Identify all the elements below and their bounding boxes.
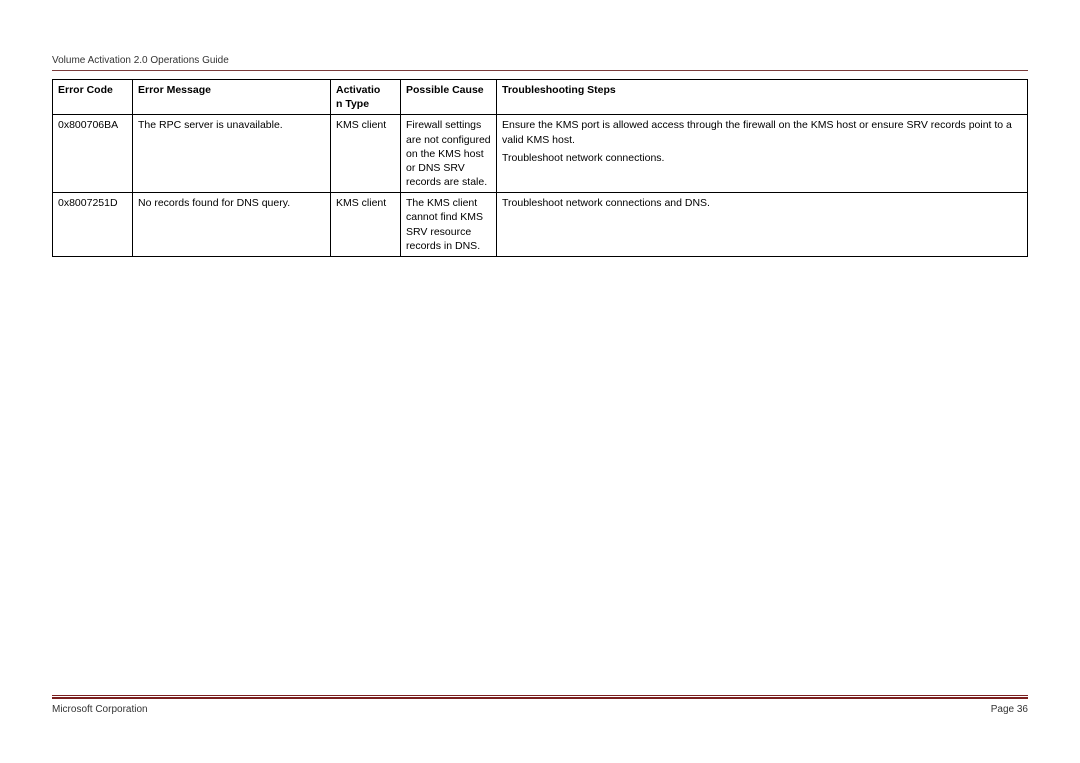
footer-page-number: Page 36 [991, 704, 1028, 715]
header-rule [52, 70, 1028, 71]
page-footer: Microsoft Corporation Page 36 [52, 695, 1028, 715]
cell-activation-type: KMS client [331, 115, 401, 193]
column-header-troubleshooting-steps: Troubleshooting Steps [497, 80, 1028, 115]
steps-paragraph: Troubleshoot network connections. [502, 151, 1022, 165]
column-header-error-message: Error Message [133, 80, 331, 115]
cell-troubleshooting-steps: Ensure the KMS port is allowed access th… [497, 115, 1028, 193]
table-row: 0x8007251D No records found for DNS quer… [53, 193, 1028, 257]
error-code-table: Error Code Error Message Activation Type… [52, 79, 1028, 257]
cell-error-message: The RPC server is unavailable. [133, 115, 331, 193]
cell-error-message: No records found for DNS query. [133, 193, 331, 257]
cell-possible-cause: The KMS client cannot find KMS SRV resou… [401, 193, 497, 257]
cell-possible-cause: Firewall settings are not configured on … [401, 115, 497, 193]
header-title: Volume Activation 2.0 Operations Guide [52, 55, 1028, 66]
footer-rule [52, 695, 1028, 699]
cell-error-code: 0x800706BA [53, 115, 133, 193]
column-header-possible-cause: Possible Cause [401, 80, 497, 115]
steps-paragraph: Troubleshoot network connections and DNS… [502, 196, 1022, 210]
column-header-error-code: Error Code [53, 80, 133, 115]
table-row: 0x800706BA The RPC server is unavailable… [53, 115, 1028, 193]
column-header-activation-type: Activation Type [331, 80, 401, 115]
footer-company: Microsoft Corporation [52, 704, 148, 715]
steps-paragraph: Ensure the KMS port is allowed access th… [502, 118, 1022, 146]
cell-activation-type: KMS client [331, 193, 401, 257]
cell-troubleshooting-steps: Troubleshoot network connections and DNS… [497, 193, 1028, 257]
table-header-row: Error Code Error Message Activation Type… [53, 80, 1028, 115]
cell-error-code: 0x8007251D [53, 193, 133, 257]
document-page: Volume Activation 2.0 Operations Guide E… [0, 0, 1080, 257]
